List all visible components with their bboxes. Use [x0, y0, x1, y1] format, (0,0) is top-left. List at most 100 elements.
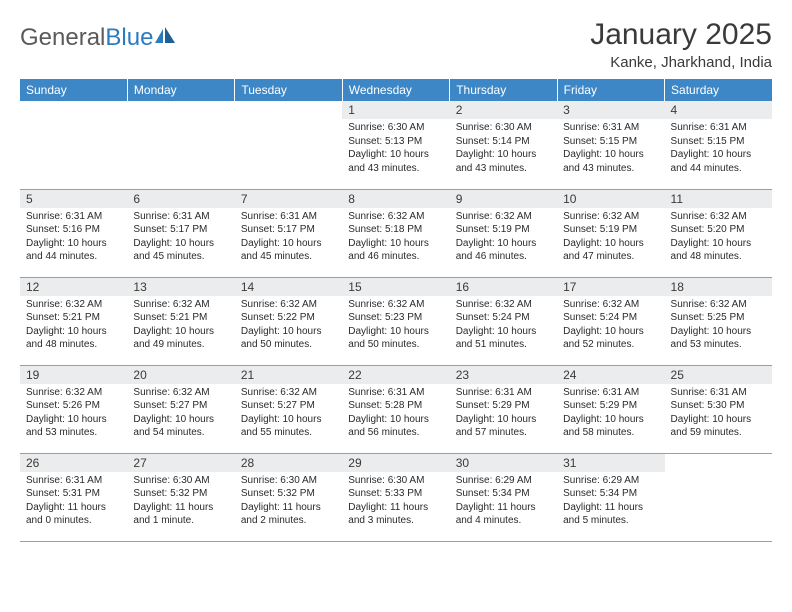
calendar-day-cell: 31Sunrise: 6:29 AMSunset: 5:34 PMDayligh…	[557, 453, 664, 541]
day-details: Sunrise: 6:32 AMSunset: 5:23 PMDaylight:…	[342, 296, 449, 356]
day-number: 6	[127, 190, 234, 208]
calendar-day-cell: 11Sunrise: 6:32 AMSunset: 5:20 PMDayligh…	[665, 189, 772, 277]
day-details: Sunrise: 6:32 AMSunset: 5:26 PMDaylight:…	[20, 384, 127, 444]
day-details: Sunrise: 6:31 AMSunset: 5:17 PMDaylight:…	[127, 208, 234, 268]
day-details: Sunrise: 6:31 AMSunset: 5:28 PMDaylight:…	[342, 384, 449, 444]
calendar-day-cell: 13Sunrise: 6:32 AMSunset: 5:21 PMDayligh…	[127, 277, 234, 365]
day-number: 7	[235, 190, 342, 208]
calendar-day-cell: 27Sunrise: 6:30 AMSunset: 5:32 PMDayligh…	[127, 453, 234, 541]
calendar-day-cell: 23Sunrise: 6:31 AMSunset: 5:29 PMDayligh…	[450, 365, 557, 453]
day-details: Sunrise: 6:32 AMSunset: 5:24 PMDaylight:…	[557, 296, 664, 356]
calendar-day-cell: 30Sunrise: 6:29 AMSunset: 5:34 PMDayligh…	[450, 453, 557, 541]
calendar-day-cell: 9Sunrise: 6:32 AMSunset: 5:19 PMDaylight…	[450, 189, 557, 277]
day-details: Sunrise: 6:32 AMSunset: 5:19 PMDaylight:…	[450, 208, 557, 268]
day-number: 16	[450, 278, 557, 296]
day-number: 24	[557, 366, 664, 384]
calendar-day-cell: 14Sunrise: 6:32 AMSunset: 5:22 PMDayligh…	[235, 277, 342, 365]
calendar-day-cell: 17Sunrise: 6:32 AMSunset: 5:24 PMDayligh…	[557, 277, 664, 365]
calendar-table: SundayMondayTuesdayWednesdayThursdayFrid…	[20, 79, 772, 542]
day-number: 21	[235, 366, 342, 384]
day-details: Sunrise: 6:32 AMSunset: 5:18 PMDaylight:…	[342, 208, 449, 268]
logo-text-1: General	[20, 24, 105, 52]
calendar-day-cell	[127, 101, 234, 189]
day-details: Sunrise: 6:32 AMSunset: 5:21 PMDaylight:…	[127, 296, 234, 356]
calendar-day-cell: 28Sunrise: 6:30 AMSunset: 5:32 PMDayligh…	[235, 453, 342, 541]
calendar-day-cell	[20, 101, 127, 189]
day-number: 19	[20, 366, 127, 384]
calendar-week-row: 12Sunrise: 6:32 AMSunset: 5:21 PMDayligh…	[20, 277, 772, 365]
day-details: Sunrise: 6:32 AMSunset: 5:22 PMDaylight:…	[235, 296, 342, 356]
day-details: Sunrise: 6:30 AMSunset: 5:14 PMDaylight:…	[450, 119, 557, 179]
calendar-day-cell: 26Sunrise: 6:31 AMSunset: 5:31 PMDayligh…	[20, 453, 127, 541]
day-details: Sunrise: 6:29 AMSunset: 5:34 PMDaylight:…	[557, 472, 664, 532]
day-details: Sunrise: 6:32 AMSunset: 5:19 PMDaylight:…	[557, 208, 664, 268]
day-details: Sunrise: 6:32 AMSunset: 5:20 PMDaylight:…	[665, 208, 772, 268]
calendar-day-cell	[235, 101, 342, 189]
day-number: 30	[450, 454, 557, 472]
logo: GeneralBlue	[20, 18, 177, 52]
day-details: Sunrise: 6:31 AMSunset: 5:15 PMDaylight:…	[557, 119, 664, 179]
weekday-header-row: SundayMondayTuesdayWednesdayThursdayFrid…	[20, 79, 772, 101]
calendar-day-cell: 8Sunrise: 6:32 AMSunset: 5:18 PMDaylight…	[342, 189, 449, 277]
page-header: GeneralBlue January 2025 Kanke, Jharkhan…	[20, 18, 772, 71]
day-details: Sunrise: 6:31 AMSunset: 5:29 PMDaylight:…	[557, 384, 664, 444]
day-number: 27	[127, 454, 234, 472]
day-number: 15	[342, 278, 449, 296]
day-number: 9	[450, 190, 557, 208]
day-number: 28	[235, 454, 342, 472]
calendar-day-cell: 25Sunrise: 6:31 AMSunset: 5:30 PMDayligh…	[665, 365, 772, 453]
day-details: Sunrise: 6:31 AMSunset: 5:15 PMDaylight:…	[665, 119, 772, 179]
day-details: Sunrise: 6:30 AMSunset: 5:13 PMDaylight:…	[342, 119, 449, 179]
day-number-empty	[127, 101, 234, 119]
day-details: Sunrise: 6:32 AMSunset: 5:27 PMDaylight:…	[235, 384, 342, 444]
day-details: Sunrise: 6:32 AMSunset: 5:21 PMDaylight:…	[20, 296, 127, 356]
calendar-week-row: 5Sunrise: 6:31 AMSunset: 5:16 PMDaylight…	[20, 189, 772, 277]
logo-text-2: Blue	[105, 24, 153, 52]
day-number: 13	[127, 278, 234, 296]
calendar-day-cell: 6Sunrise: 6:31 AMSunset: 5:17 PMDaylight…	[127, 189, 234, 277]
weekday-header: Sunday	[20, 79, 127, 101]
weekday-header: Tuesday	[235, 79, 342, 101]
calendar-day-cell: 10Sunrise: 6:32 AMSunset: 5:19 PMDayligh…	[557, 189, 664, 277]
day-number: 3	[557, 101, 664, 119]
calendar-week-row: 1Sunrise: 6:30 AMSunset: 5:13 PMDaylight…	[20, 101, 772, 189]
calendar-day-cell: 4Sunrise: 6:31 AMSunset: 5:15 PMDaylight…	[665, 101, 772, 189]
day-number: 26	[20, 454, 127, 472]
calendar-day-cell: 19Sunrise: 6:32 AMSunset: 5:26 PMDayligh…	[20, 365, 127, 453]
calendar-week-row: 26Sunrise: 6:31 AMSunset: 5:31 PMDayligh…	[20, 453, 772, 541]
day-details: Sunrise: 6:30 AMSunset: 5:32 PMDaylight:…	[235, 472, 342, 532]
calendar-day-cell: 22Sunrise: 6:31 AMSunset: 5:28 PMDayligh…	[342, 365, 449, 453]
calendar-day-cell: 20Sunrise: 6:32 AMSunset: 5:27 PMDayligh…	[127, 365, 234, 453]
calendar-day-cell: 7Sunrise: 6:31 AMSunset: 5:17 PMDaylight…	[235, 189, 342, 277]
weekday-header: Monday	[127, 79, 234, 101]
weekday-header: Thursday	[450, 79, 557, 101]
day-number: 2	[450, 101, 557, 119]
day-details: Sunrise: 6:31 AMSunset: 5:30 PMDaylight:…	[665, 384, 772, 444]
weekday-header: Saturday	[665, 79, 772, 101]
day-details: Sunrise: 6:31 AMSunset: 5:29 PMDaylight:…	[450, 384, 557, 444]
day-number-empty	[665, 454, 772, 472]
day-number: 22	[342, 366, 449, 384]
day-number: 29	[342, 454, 449, 472]
day-number-empty	[20, 101, 127, 119]
title-block: January 2025 Kanke, Jharkhand, India	[590, 18, 772, 71]
logo-sail-icon	[155, 24, 177, 52]
day-number: 4	[665, 101, 772, 119]
day-number: 1	[342, 101, 449, 119]
day-number: 20	[127, 366, 234, 384]
weekday-header: Wednesday	[342, 79, 449, 101]
day-number: 25	[665, 366, 772, 384]
calendar-day-cell: 12Sunrise: 6:32 AMSunset: 5:21 PMDayligh…	[20, 277, 127, 365]
calendar-day-cell: 1Sunrise: 6:30 AMSunset: 5:13 PMDaylight…	[342, 101, 449, 189]
day-details: Sunrise: 6:30 AMSunset: 5:33 PMDaylight:…	[342, 472, 449, 532]
weekday-header: Friday	[557, 79, 664, 101]
day-number: 12	[20, 278, 127, 296]
calendar-day-cell: 24Sunrise: 6:31 AMSunset: 5:29 PMDayligh…	[557, 365, 664, 453]
day-details: Sunrise: 6:31 AMSunset: 5:16 PMDaylight:…	[20, 208, 127, 268]
day-number: 5	[20, 190, 127, 208]
calendar-page: GeneralBlue January 2025 Kanke, Jharkhan…	[0, 0, 792, 542]
day-details: Sunrise: 6:31 AMSunset: 5:17 PMDaylight:…	[235, 208, 342, 268]
day-number-empty	[235, 101, 342, 119]
day-number: 10	[557, 190, 664, 208]
calendar-day-cell: 15Sunrise: 6:32 AMSunset: 5:23 PMDayligh…	[342, 277, 449, 365]
